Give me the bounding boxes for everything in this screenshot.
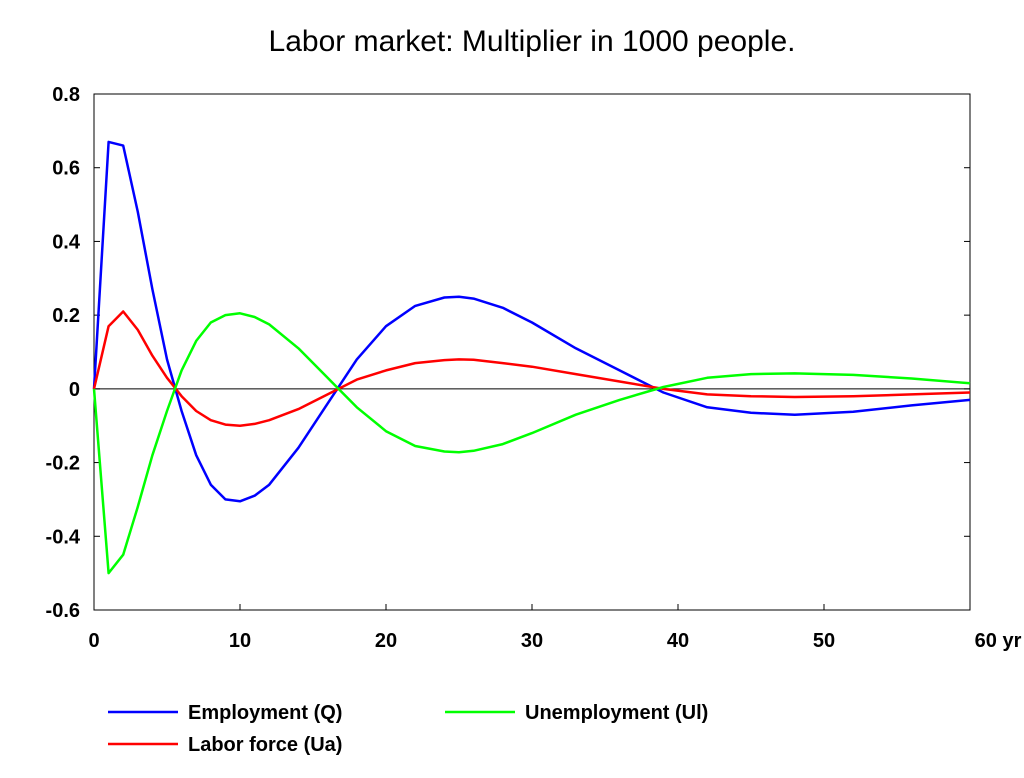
x-tick-label: 0 — [88, 630, 99, 652]
x-tick-label: 60 yr — [975, 630, 1022, 652]
y-axis: 0.8 0.6 0.4 0.2 0 -0.2 -0.4 -0.6 — [46, 84, 970, 622]
legend: Employment (Q) Labor force (Ua) Unemployme… — [108, 702, 708, 756]
x-tick-label: 40 — [667, 630, 689, 652]
x-tick-label: 30 — [521, 630, 543, 652]
series-line-labor-force-ua — [92, 310, 971, 427]
legend-label-employment-q: Employment (Q) — [188, 702, 342, 724]
x-axis: 0 10 20 30 40 50 60 yr — [88, 604, 1022, 652]
legend-label-labor-force-ua: Labor force (Ua) — [188, 734, 342, 756]
y-tick-label: 0.4 — [52, 231, 81, 253]
x-tick-label: 20 — [375, 630, 397, 652]
chart-title: Labor market: Multiplier in 1000 people. — [269, 25, 796, 58]
series-layer — [92, 140, 971, 575]
plot-frame — [93, 93, 971, 611]
y-tick-label: -0.2 — [46, 453, 80, 475]
x-tick-label: 10 — [229, 630, 251, 652]
y-tick-label: 0 — [69, 379, 80, 401]
x-tick-label: 50 — [813, 630, 835, 652]
y-tick-label: 0.2 — [52, 305, 80, 327]
legend-label-unemployment-ul: Unemployment (Ul) — [525, 702, 708, 724]
y-tick-label: -0.4 — [46, 526, 81, 548]
y-tick-label: 0.8 — [52, 84, 80, 106]
y-tick-label: 0.6 — [52, 158, 80, 180]
series-line-unemployment-ul — [92, 312, 971, 575]
series-line-employment-q — [92, 140, 971, 503]
y-tick-label: -0.6 — [46, 600, 80, 622]
